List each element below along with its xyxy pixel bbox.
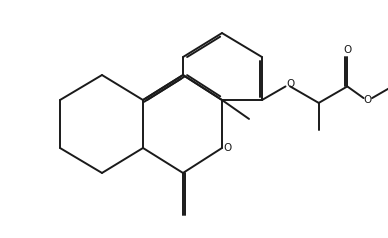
Text: O: O xyxy=(286,79,294,89)
Text: O: O xyxy=(363,95,372,105)
Text: O: O xyxy=(343,45,352,55)
Text: O: O xyxy=(223,143,231,153)
